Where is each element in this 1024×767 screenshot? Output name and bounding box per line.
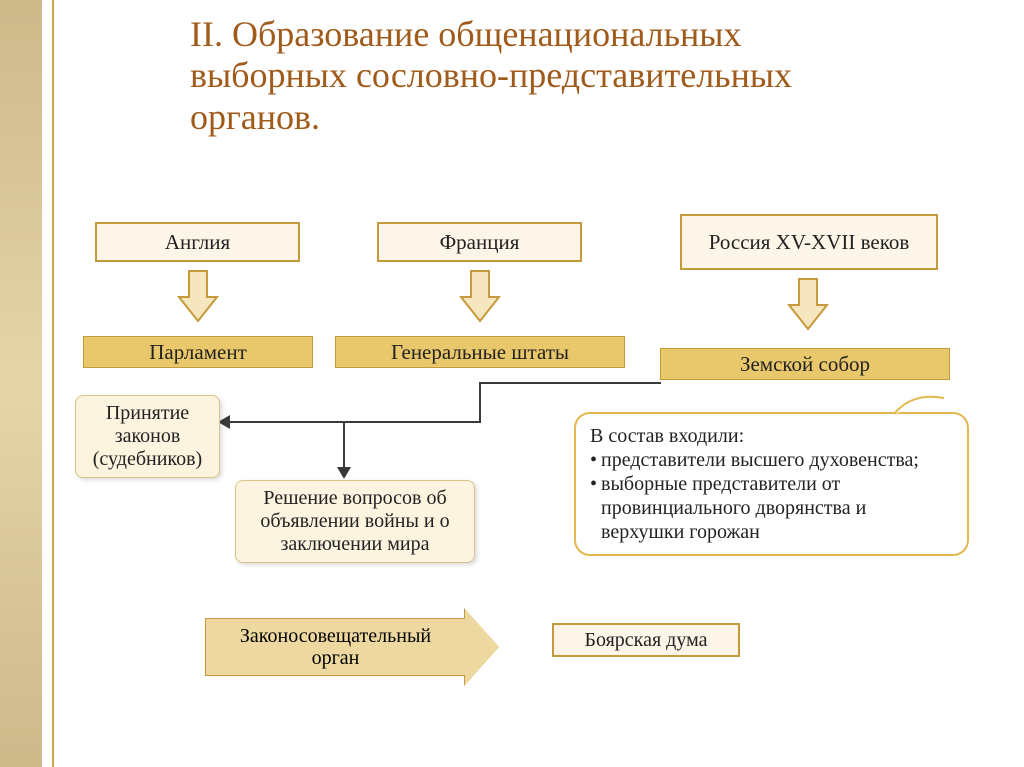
- connector-line: [479, 421, 481, 423]
- box-war: Решение вопросов об объявлении войны и о…: [235, 480, 475, 563]
- connector-line: [230, 421, 479, 423]
- callout-intro: В состав входили:: [590, 424, 953, 448]
- arrow-down-icon: [177, 269, 219, 325]
- box-duma: Боярская дума: [552, 623, 740, 657]
- callout-bullet-2: выборные представители от провинциальног…: [601, 472, 953, 544]
- left-decorative-line: [52, 0, 54, 767]
- left-decorative-band: [0, 0, 42, 767]
- arrow-right-icon: [465, 609, 499, 685]
- page-title: II. Образование общенациональных выборны…: [190, 14, 890, 138]
- institution-estates: Генеральные штаты: [335, 336, 625, 368]
- callout-pointer-icon: [892, 392, 952, 422]
- country-france: Франция: [377, 222, 582, 262]
- arrow-down-icon: [459, 269, 501, 325]
- arrow-down-small-icon: [337, 467, 351, 479]
- institution-parliament: Парламент: [83, 336, 313, 368]
- country-russia: Россия XV-XVII веков: [680, 214, 938, 270]
- country-england: Англия: [95, 222, 300, 262]
- callout-composition: В состав входили: •представители высшего…: [574, 412, 969, 556]
- box-laws: Принятие законов (судебников): [75, 395, 220, 478]
- arrow-shape-advisory: Законосовещательный орган: [205, 609, 499, 685]
- arrow-down-icon: [787, 277, 829, 333]
- institution-zemsky: Земской собор: [660, 348, 950, 380]
- connector-line: [479, 382, 661, 384]
- connector-line: [343, 421, 345, 469]
- callout-bullet-1: представители высшего духовенства;: [601, 448, 919, 472]
- box-advisory: Законосовещательный орган: [205, 618, 465, 676]
- connector-line: [479, 382, 481, 422]
